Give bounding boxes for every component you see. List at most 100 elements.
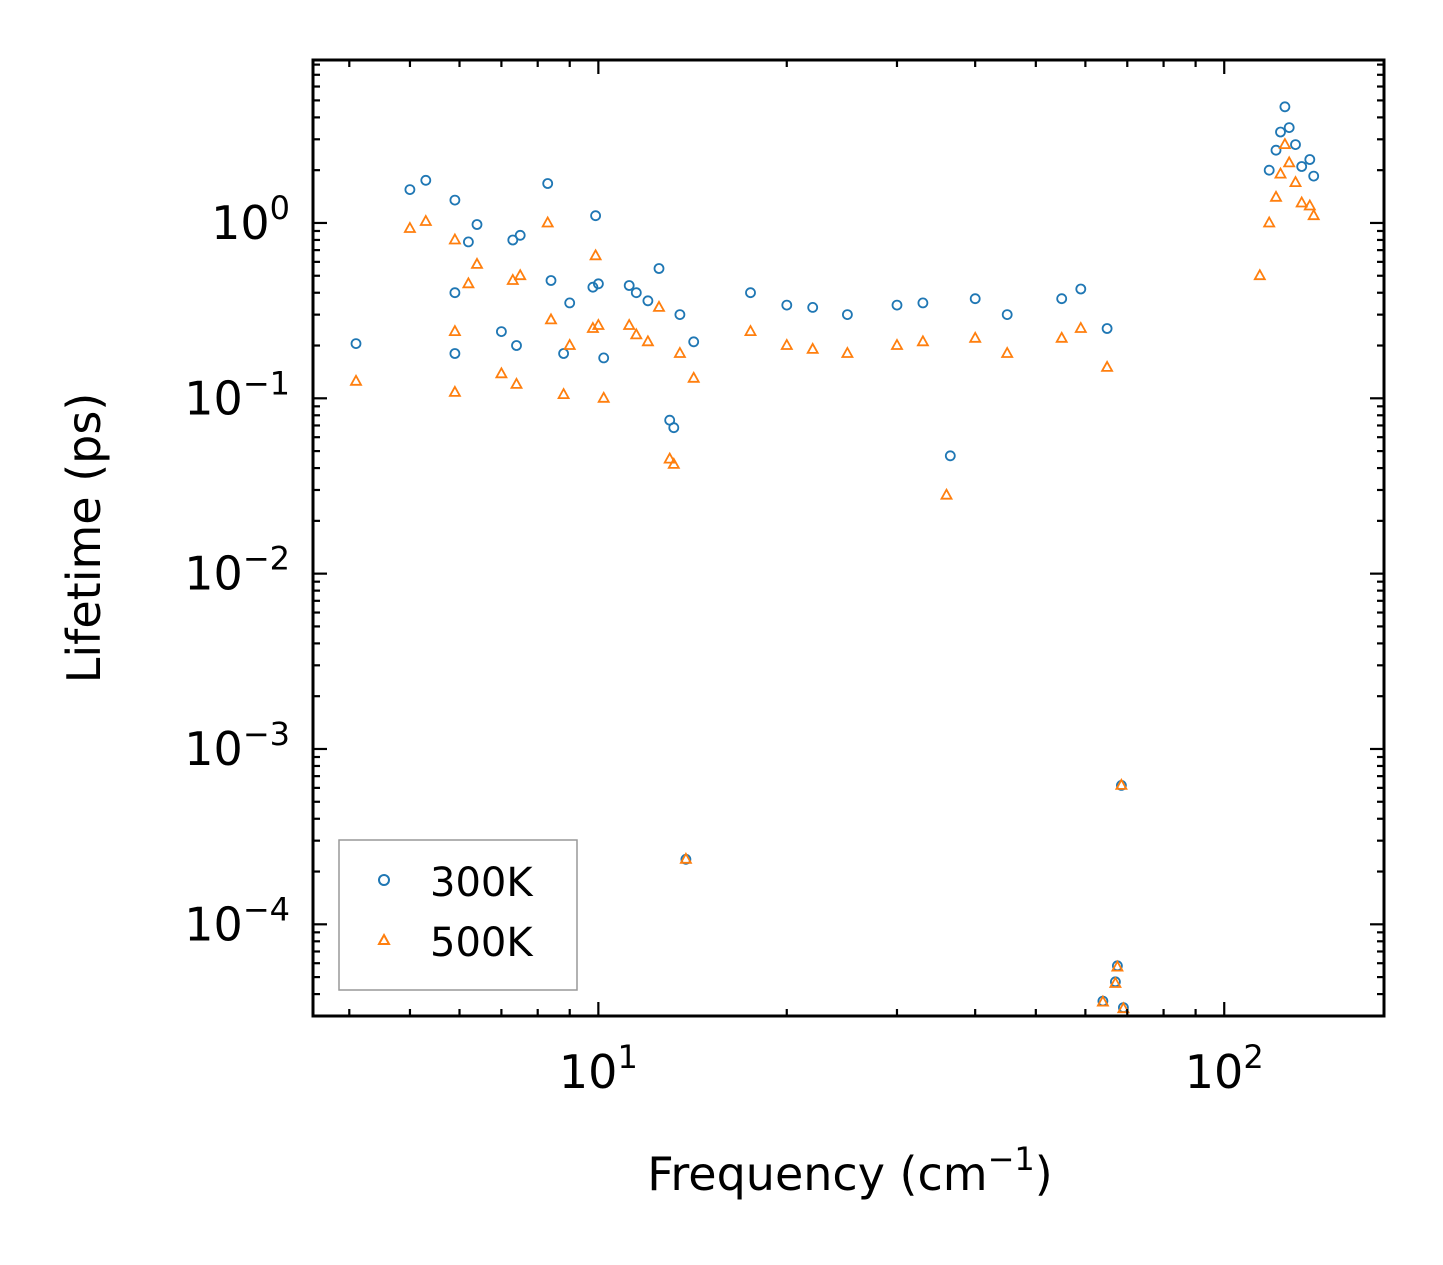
point-300k-46 (1263, 164, 1275, 176)
point-500k-43 (1108, 976, 1122, 988)
point-500k-26 (667, 457, 681, 469)
point-500k-12 (541, 215, 555, 228)
point-300k-37 (1001, 309, 1013, 321)
point-300k-14 (558, 348, 569, 359)
y-tick-label-1: 10−1 (184, 364, 290, 425)
point-300k-9 (507, 234, 519, 246)
point-500k-5 (448, 385, 462, 397)
point-300k-35 (944, 450, 956, 462)
y-tick-label-2: 10−2 (184, 540, 290, 601)
point-500k-44 (1096, 994, 1110, 1007)
point-300k-2 (420, 174, 432, 186)
point-500k-1 (403, 221, 417, 233)
point-300k-5 (449, 348, 461, 359)
point-500k-46 (1253, 268, 1267, 281)
point-300k-3 (449, 194, 461, 206)
point-500k-8 (494, 366, 508, 379)
point-300k-11 (511, 340, 522, 351)
point-500k-17 (586, 321, 600, 333)
tick-labels: 101 102 100 10−1 10−2 10−3 10−4 (184, 189, 1263, 1099)
point-300k-21 (630, 287, 642, 299)
point-300k-48 (1275, 126, 1286, 138)
series-500k (349, 137, 1321, 1014)
point-500k-40 (1100, 360, 1114, 372)
point-300k-13 (545, 275, 557, 286)
point-300k-24 (674, 309, 686, 321)
y-tick-label-3: 10−3 (184, 715, 290, 776)
point-300k-15 (564, 297, 576, 309)
x-tick-label-1: 102 (1185, 1038, 1264, 1099)
legend: 300K 500K (338, 839, 578, 991)
point-500k-6 (461, 276, 475, 289)
point-500k-2 (419, 214, 433, 226)
point-300k-32 (842, 309, 853, 321)
point-500k-27 (679, 851, 693, 864)
point-500k-20 (622, 318, 636, 330)
point-300k-39 (1075, 283, 1087, 295)
point-500k-49 (1273, 166, 1288, 179)
point-300k-0 (350, 338, 362, 350)
point-500k-13 (544, 312, 558, 325)
point-300k-36 (969, 293, 981, 305)
point-300k-51 (1290, 139, 1301, 151)
point-500k-16 (589, 248, 603, 261)
point-300k-26 (668, 422, 680, 434)
point-500k-7 (470, 257, 484, 269)
point-300k-29 (745, 287, 756, 299)
point-300k-4 (449, 287, 461, 299)
y-axis-label: Lifetime (ps) (57, 393, 111, 684)
point-500k-31 (806, 342, 820, 354)
point-300k-50 (1283, 122, 1295, 133)
legend-marker-300k (378, 874, 390, 886)
point-500k-52 (1288, 175, 1303, 188)
point-500k-37 (1000, 346, 1014, 358)
point-500k-42 (1110, 959, 1124, 972)
point-500k-53 (1295, 195, 1309, 208)
point-500k-33 (890, 338, 904, 350)
plot-frame (311, 58, 1386, 1018)
point-500k-28 (687, 370, 701, 383)
point-300k-38 (1056, 293, 1068, 305)
point-500k-0 (349, 373, 363, 386)
point-300k-7 (471, 219, 483, 230)
point-500k-19 (597, 390, 611, 403)
point-500k-39 (1074, 321, 1088, 333)
point-300k-28 (688, 336, 700, 348)
legend-marker-500k (377, 932, 391, 945)
point-300k-10 (514, 229, 526, 241)
y-tick-label-0: 100 (211, 189, 290, 250)
point-500k-4 (448, 324, 462, 337)
point-500k-23 (652, 300, 666, 312)
point-300k-20 (623, 280, 635, 291)
point-500k-47 (1262, 215, 1276, 228)
point-300k-54 (1308, 170, 1320, 182)
point-300k-17 (587, 281, 599, 293)
point-300k-8 (495, 326, 507, 338)
point-500k-15 (563, 338, 577, 350)
point-500k-22 (641, 334, 655, 347)
y-tick-label-4: 10−4 (184, 890, 290, 951)
legend-label-500k: 500K (430, 920, 534, 966)
point-300k-30 (781, 299, 793, 311)
legend-label-300k: 300K (430, 860, 534, 906)
point-300k-1 (404, 184, 416, 196)
point-300k-47 (1270, 144, 1282, 156)
point-500k-21 (629, 327, 643, 340)
point-500k-38 (1055, 330, 1069, 343)
point-300k-40 (1101, 323, 1113, 334)
point-300k-12 (542, 178, 554, 189)
x-axis-label: Frequency (cm−1) (647, 1140, 1052, 1201)
point-300k-33 (891, 299, 903, 311)
point-500k-45 (1116, 1001, 1130, 1014)
point-500k-35 (939, 487, 954, 500)
point-300k-6 (462, 236, 474, 248)
point-300k-22 (642, 295, 654, 307)
point-300k-49 (1279, 101, 1291, 113)
point-500k-18 (591, 318, 605, 330)
point-300k-18 (593, 278, 604, 290)
point-500k-54 (1303, 198, 1317, 211)
point-300k-31 (807, 301, 819, 313)
legend-box (338, 839, 578, 991)
point-500k-50 (1278, 137, 1292, 150)
